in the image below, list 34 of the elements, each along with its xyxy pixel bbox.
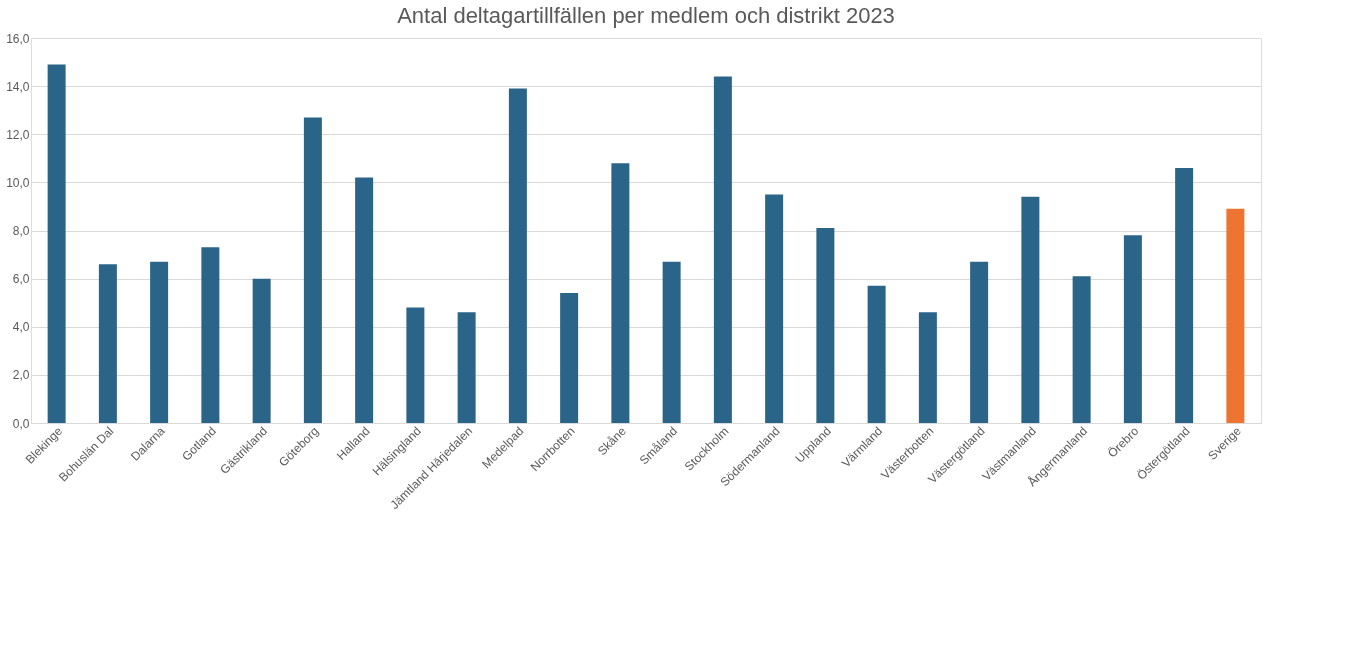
bar bbox=[1226, 208, 1245, 423]
bar bbox=[713, 76, 732, 423]
y-tick-label: 8,0 bbox=[12, 224, 30, 238]
bar bbox=[611, 163, 630, 423]
bar bbox=[816, 228, 835, 423]
bar bbox=[867, 285, 886, 423]
y-tick-label: 10,0 bbox=[6, 175, 30, 190]
y-tick-label: 12,0 bbox=[6, 127, 30, 142]
bar bbox=[662, 261, 681, 423]
bar bbox=[252, 278, 271, 423]
bar bbox=[560, 293, 579, 423]
bar bbox=[355, 177, 374, 423]
bar bbox=[150, 261, 169, 423]
y-tick-label: 4,0 bbox=[12, 320, 30, 335]
bar bbox=[457, 312, 476, 423]
bar bbox=[47, 64, 66, 423]
bar bbox=[98, 264, 117, 423]
y-tick-label: 14,0 bbox=[6, 79, 30, 94]
bar bbox=[1072, 276, 1091, 423]
bar bbox=[918, 312, 937, 423]
chart-title: Antal deltagartillfällen per medlem och distrikt 2023 bbox=[397, 3, 895, 28]
bar bbox=[303, 117, 322, 423]
bar bbox=[406, 307, 425, 423]
y-tick-label: 2,0 bbox=[12, 368, 30, 383]
bar bbox=[1123, 235, 1142, 423]
y-tick-label: 6,0 bbox=[12, 272, 30, 287]
bar bbox=[508, 88, 527, 423]
bar bbox=[970, 261, 989, 423]
bar bbox=[765, 194, 784, 423]
bar bbox=[1021, 196, 1040, 423]
y-tick-label: 0,0 bbox=[12, 416, 30, 431]
bar bbox=[201, 247, 220, 423]
y-tick-label: 16,0 bbox=[6, 31, 30, 46]
bar bbox=[1175, 167, 1194, 423]
